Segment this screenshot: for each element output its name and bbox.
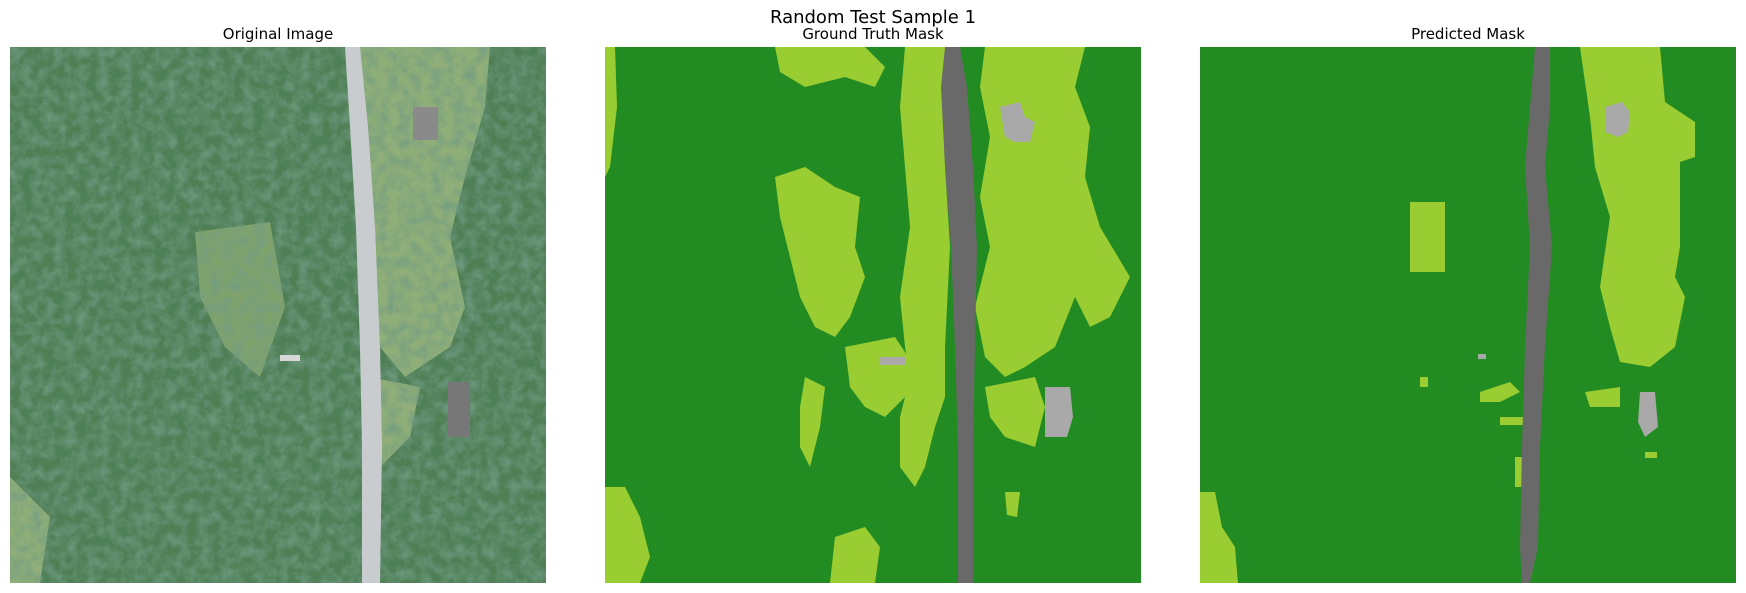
grass-region (830, 527, 880, 583)
grass-region (1645, 452, 1657, 458)
ground-truth-title: Ground Truth Mask (802, 25, 944, 43)
house-icon (448, 382, 470, 437)
grass-region (1585, 387, 1620, 407)
ground-truth-mask (605, 47, 1141, 583)
grass-region (1500, 417, 1525, 425)
road-region (1520, 47, 1552, 583)
building-region (1000, 102, 1035, 142)
grass-region (1410, 202, 1445, 272)
grass-region (1005, 492, 1020, 517)
predicted-mask-title: Predicted Mask (1411, 25, 1525, 43)
grass-region (985, 377, 1045, 447)
field-area-bottom-left (10, 477, 50, 583)
grass-region (900, 47, 950, 487)
grass-region (1515, 457, 1525, 487)
ground-truth-panel: Ground Truth Mask (605, 0, 1141, 593)
grass-region (800, 377, 825, 467)
grass-region (605, 47, 617, 177)
grass-region (775, 47, 885, 87)
building-region (1478, 354, 1486, 359)
grass-region (775, 167, 865, 337)
predicted-mask-panel: Predicted Mask (1200, 0, 1736, 593)
grass-region (605, 487, 650, 583)
building-region (1045, 387, 1073, 437)
house-icon (413, 107, 438, 140)
original-image-title: Original Image (222, 25, 334, 43)
grass-region (1200, 492, 1238, 583)
figure-title: Random Test Sample 1 (769, 7, 977, 28)
road-region (941, 47, 977, 583)
building-region (880, 357, 905, 365)
grass-region (1420, 377, 1428, 387)
predicted-mask (1200, 47, 1736, 583)
building-region (1605, 102, 1630, 137)
field-area (350, 47, 490, 377)
grass-region (1480, 382, 1520, 402)
clearing-area (195, 222, 285, 377)
original-image-panel: Original Image (10, 0, 546, 593)
shed-icon (280, 355, 300, 361)
building-region (1638, 392, 1658, 437)
original-image (10, 47, 546, 583)
road (345, 47, 382, 583)
